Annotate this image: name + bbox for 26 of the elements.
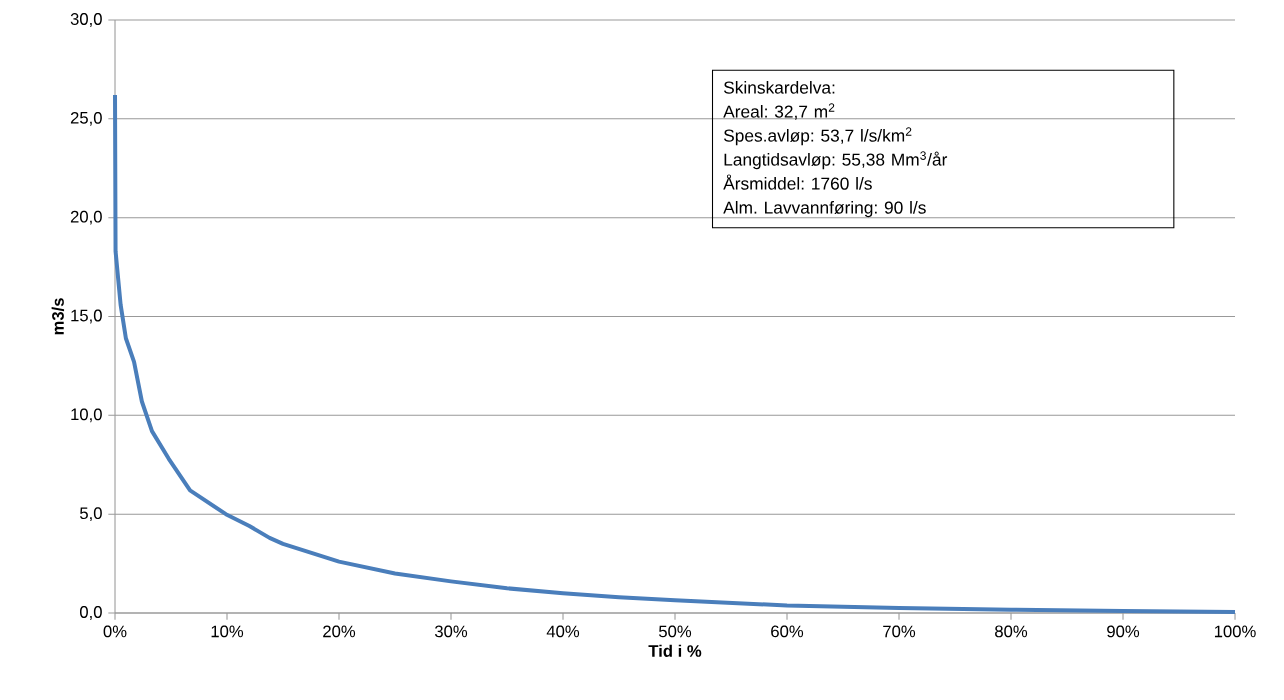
- annotation: Langtidsavløp: 55,38 Mm$^{3}$/år: [724, 151, 948, 170]
- y-tick-label: 25,0: [70, 111, 102, 126]
- x-tick-label: 60%: [771, 625, 804, 638]
- y-axis-title: m3/s: [51, 298, 65, 335]
- x-tick-label: 10%: [211, 625, 244, 638]
- y-tick-label: 30,0: [70, 13, 102, 27]
- y-tick-label: 10,0: [71, 408, 102, 423]
- y-tick-label: 15,0: [71, 309, 102, 324]
- x-tick-label: 80%: [995, 625, 1028, 638]
- annotation: Alm. Lavvannføring: 90 l/s: [723, 201, 926, 218]
- annotation: Areal: 32,7 m$^{2}$: [723, 103, 835, 120]
- x-tick-label: 20%: [323, 625, 356, 638]
- x-tick-label: 90%: [1107, 625, 1140, 638]
- x-tick-label: 100%: [1214, 625, 1256, 638]
- x-tick-label: 30%: [434, 625, 468, 638]
- x-tick-label: 0%: [103, 625, 127, 638]
- y-tick-label: 0,0: [80, 606, 102, 620]
- x-tick-label: 40%: [546, 625, 580, 638]
- y-tick-label: 5,0: [80, 507, 102, 522]
- annotation: Årsmiddel: 1760 l/s: [723, 174, 872, 190]
- y-tick-label: 20,0: [70, 210, 102, 225]
- x-tick-label: 50%: [659, 625, 692, 638]
- annotation: Spes.avløp: 53,7 l/s/km$^{2}$: [723, 127, 912, 146]
- x-axis-title: Tid i %: [648, 644, 702, 657]
- annotation: Skinskardelva:: [723, 81, 835, 94]
- x-tick-label: 70%: [883, 625, 916, 638]
